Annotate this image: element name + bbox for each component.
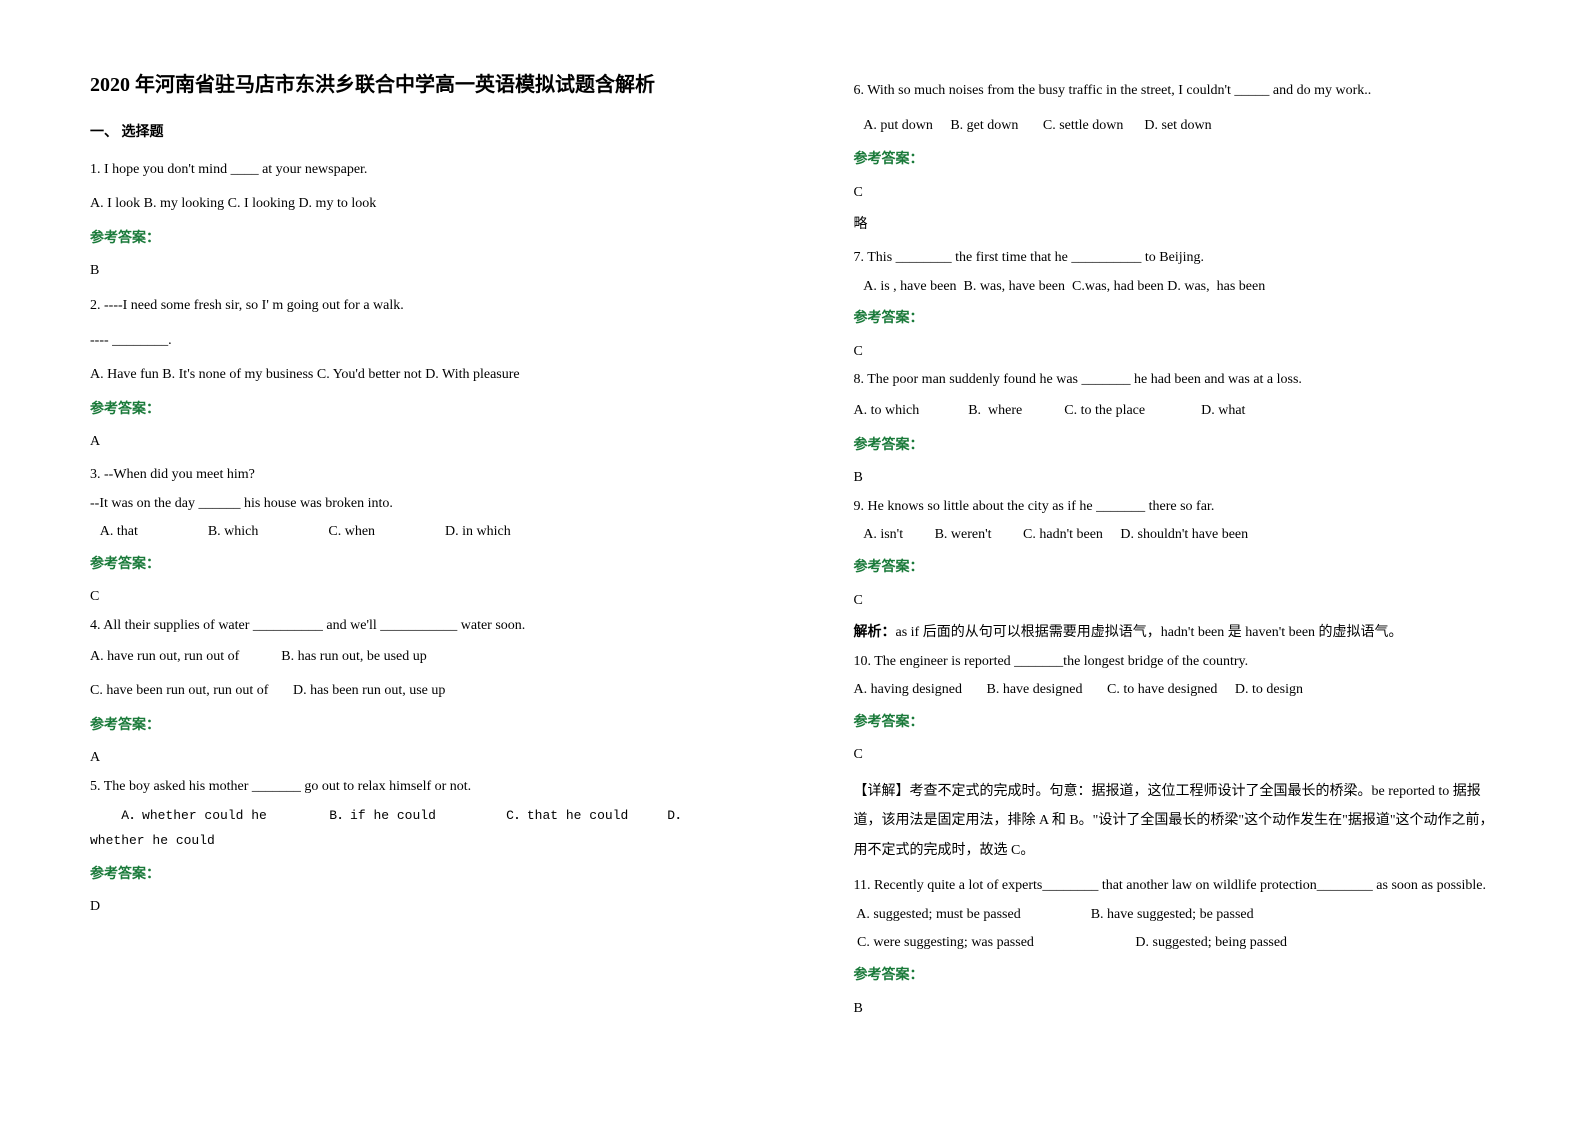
q6-stem: 6. With so much noises from the busy tra…: [854, 78, 1498, 105]
q7-ans: C: [854, 339, 1498, 366]
q3-ans: C: [90, 584, 734, 611]
q11-opts2: C. were suggesting; was passed D. sugges…: [854, 930, 1498, 957]
answer-label: 参考答案：: [854, 963, 1498, 990]
q1-ans: B: [90, 258, 734, 285]
q4-opts2: C. have been run out, run out of D. has …: [90, 678, 734, 705]
q11-ans: B: [854, 996, 1498, 1023]
q10-ans: C: [854, 742, 1498, 769]
q11-opts1: A. suggested; must be passed B. have sug…: [854, 902, 1498, 929]
answer-label: 参考答案：: [90, 552, 734, 579]
q9-stem: 9. He knows so little about the city as …: [854, 494, 1498, 521]
q5-opts: A．whether could he B．if he could C．that …: [90, 804, 734, 853]
q4-stem: 4. All their supplies of water _________…: [90, 613, 734, 640]
q10-stem: 10. The engineer is reported _______the …: [854, 649, 1498, 676]
answer-label: 参考答案：: [90, 862, 734, 889]
q3-opts: A. that B. which C. when D. in which: [90, 519, 734, 546]
answer-label: 参考答案：: [90, 713, 734, 740]
q9-analysis: 解析：as if 后面的从句可以根据需要用虚拟语气，hadn't been 是 …: [854, 620, 1498, 647]
q2-opts: A. Have fun B. It's none of my business …: [90, 362, 734, 389]
answer-label: 参考答案：: [90, 397, 734, 424]
answer-label: 参考答案：: [854, 147, 1498, 174]
section-heading: 一、 选择题: [90, 120, 734, 147]
answer-label: 参考答案：: [854, 555, 1498, 582]
q5-stem: 5. The boy asked his mother _______ go o…: [90, 774, 734, 801]
q6-ans: C: [854, 180, 1498, 207]
q6-omit: 略: [854, 212, 1498, 239]
q10-detail-text: 考查不定式的完成时。句意：据报道，这位工程师设计了全国最长的桥梁。be repo…: [854, 784, 1494, 858]
q4-ans: A: [90, 745, 734, 772]
q10-opts: A. having designed B. have designed C. t…: [854, 677, 1498, 704]
q6-opts: A. put down B. get down C. settle down D…: [854, 113, 1498, 140]
q1-stem: 1. I hope you don't mind ____ at your ne…: [90, 157, 734, 184]
q11-stem: 11. Recently quite a lot of experts_____…: [854, 873, 1498, 900]
detail-label: 【详解】: [854, 784, 910, 799]
q7-opts: A. is , have been B. was, have been C.wa…: [854, 274, 1498, 301]
doc-title: 2020 年河南省驻马店市东洪乡联合中学高一英语模拟试题含解析: [90, 70, 734, 100]
q9-analysis-text: as if 后面的从句可以根据需要用虚拟语气，hadn't been 是 hav…: [896, 625, 1403, 640]
answer-label: 参考答案：: [854, 433, 1498, 460]
q3-stem2: --It was on the day ______ his house was…: [90, 491, 734, 518]
q7-stem: 7. This ________ the first time that he …: [854, 245, 1498, 272]
answer-label: 参考答案：: [854, 710, 1498, 737]
q9-ans: C: [854, 588, 1498, 615]
q8-ans: B: [854, 465, 1498, 492]
q10-detail: 【详解】考查不定式的完成时。句意：据报道，这位工程师设计了全国最长的桥梁。be …: [854, 777, 1498, 865]
answer-label: 参考答案：: [854, 306, 1498, 333]
q1-opts: A. I look B. my looking C. I looking D. …: [90, 191, 734, 218]
q2-stem2: ---- ________.: [90, 328, 734, 355]
q3-stem1: 3. --When did you meet him?: [90, 462, 734, 489]
q8-stem: 8. The poor man suddenly found he was __…: [854, 367, 1498, 394]
q5-ans: D: [90, 894, 734, 921]
answer-label: 参考答案：: [90, 226, 734, 253]
q9-opts: A. isn't B. weren't C. hadn't been D. sh…: [854, 522, 1498, 549]
q2-stem1: 2. ----I need some fresh sir, so I' m go…: [90, 293, 734, 320]
q2-ans: A: [90, 429, 734, 456]
analysis-label: 解析：: [854, 625, 896, 640]
q4-opts1: A. have run out, run out of B. has run o…: [90, 644, 734, 671]
q8-opts: A. to which B. where C. to the place D. …: [854, 398, 1498, 425]
